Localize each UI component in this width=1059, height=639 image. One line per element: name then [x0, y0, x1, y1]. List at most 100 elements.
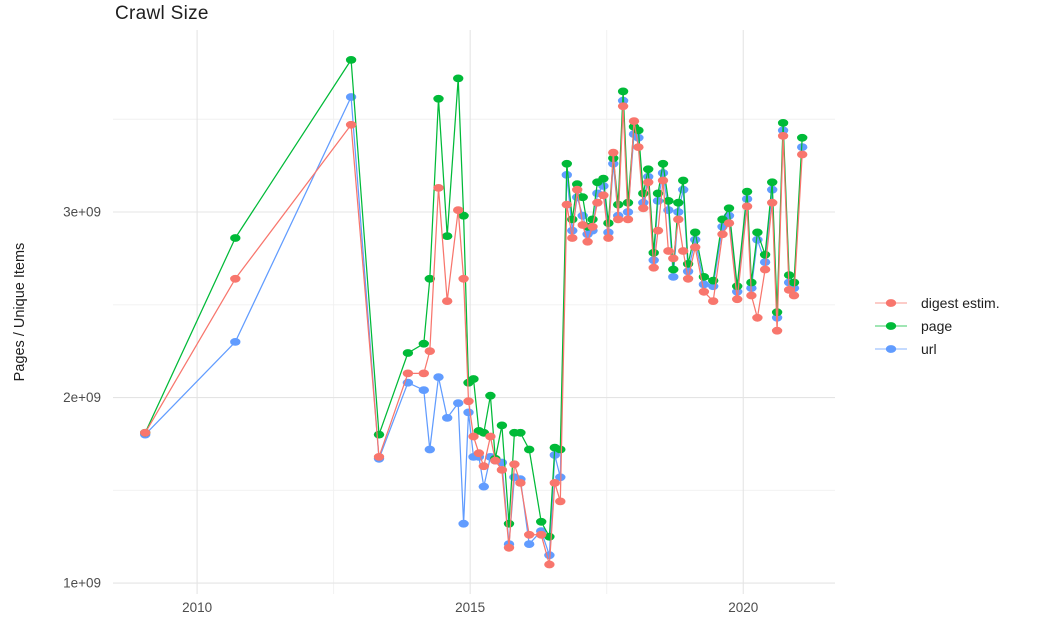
y-tick-label: 3e+09: [63, 205, 101, 220]
data-point-page: [657, 159, 669, 168]
data-point-url: [682, 267, 694, 276]
data-point-url: [698, 280, 710, 289]
data-point-digest-estim-: [633, 143, 644, 152]
data-point-page: [690, 228, 701, 237]
data-point-digest-estim-: [458, 274, 469, 283]
data-point-page: [732, 282, 743, 291]
data-point-digest-estim-: [582, 237, 593, 246]
data-point-digest-estim-: [668, 254, 679, 263]
legend-key-icon: [875, 298, 907, 307]
data-point-url: [668, 273, 679, 281]
data-point-digest-estim-: [485, 432, 496, 441]
data-point-page: [788, 278, 800, 287]
legend-label: page: [921, 317, 953, 334]
data-point-url: [345, 93, 357, 101]
data-point-page: [598, 174, 609, 183]
data-point-digest-estim-: [613, 215, 624, 224]
data-point-digest-estim-: [524, 530, 535, 539]
data-point-digest-estim-: [752, 313, 763, 322]
data-point-digest-estim-: [496, 466, 508, 474]
data-point-page: [723, 204, 735, 213]
x-tick-label: 2010: [182, 600, 212, 615]
data-point-page: [741, 187, 753, 196]
data-point-page: [673, 198, 684, 207]
data-point-digest-estim-: [723, 219, 735, 228]
data-point-page: [587, 215, 598, 224]
legend-item-digest-estim-: digest estim.: [872, 291, 1000, 314]
data-point-digest-estim-: [698, 287, 710, 296]
data-point-digest-estim-: [345, 120, 357, 129]
data-point-page: [617, 87, 629, 96]
data-point-url: [230, 338, 241, 346]
data-point-digest-estim-: [544, 560, 555, 569]
data-point-digest-estim-: [628, 117, 640, 125]
data-point-page: [524, 445, 535, 454]
data-point-digest-estim-: [598, 191, 609, 200]
series-line-digest-estim-: [144, 105, 803, 566]
data-point-digest-estim-: [788, 291, 800, 300]
data-point-digest-estim-: [717, 230, 728, 239]
data-point-digest-estim-: [617, 102, 629, 111]
data-point-page: [752, 228, 763, 237]
data-point-page: [668, 265, 679, 274]
data-point-page: [555, 445, 566, 454]
data-point-digest-estim-: [515, 479, 526, 487]
data-point-url: [524, 540, 535, 548]
data-point-digest-estim-: [230, 274, 241, 283]
data-point-page: [678, 176, 689, 185]
data-point-page: [613, 200, 624, 209]
data-point-page: [496, 421, 508, 430]
data-point-digest-estim-: [652, 226, 664, 235]
data-point-digest-estim-: [690, 243, 701, 252]
x-tick-label: 2015: [455, 600, 485, 615]
y-axis-title: Pages / Unique Items: [12, 242, 28, 382]
data-point-digest-estim-: [741, 202, 753, 211]
data-point-page: [453, 74, 464, 83]
legend-label: digest estim.: [921, 294, 1000, 311]
data-point-page: [577, 193, 588, 202]
data-point-digest-estim-: [592, 198, 603, 207]
data-point-page: [485, 391, 496, 400]
data-point-page: [515, 428, 526, 437]
data-point-page: [643, 165, 654, 174]
data-point-page: [572, 180, 583, 189]
data-point-url: [478, 482, 489, 491]
data-point-page: [345, 56, 357, 64]
data-point-page: [622, 198, 634, 207]
data-point-digest-estim-: [673, 215, 684, 224]
data-point-page: [652, 189, 664, 198]
data-point-digest-estim-: [402, 369, 414, 378]
data-point-digest-estim-: [678, 247, 689, 255]
data-point-page: [373, 430, 385, 439]
data-point-digest-estim-: [473, 449, 485, 458]
y-tick-label: 1e+09: [63, 576, 101, 591]
data-point-digest-estim-: [777, 132, 789, 140]
data-point-digest-estim-: [657, 176, 669, 185]
data-point-url: [453, 399, 464, 407]
x-tick-label: 2020: [728, 600, 758, 615]
data-point-page: [797, 133, 808, 142]
legend-item-page: page: [872, 314, 1000, 337]
data-point-page: [503, 519, 515, 528]
data-point-url: [433, 373, 444, 381]
data-point-digest-estim-: [503, 543, 515, 552]
data-point-digest-estim-: [648, 263, 659, 272]
data-point-digest-estim-: [373, 453, 385, 461]
data-point-digest-estim-: [490, 456, 501, 465]
data-point-url: [418, 386, 429, 394]
data-point-url: [690, 235, 701, 244]
series-line-page: [144, 59, 803, 538]
data-point-page: [767, 178, 778, 187]
data-point-url: [567, 226, 578, 235]
data-point-url: [463, 408, 474, 417]
data-point-digest-estim-: [797, 150, 808, 159]
data-point-digest-estim-: [638, 204, 649, 213]
y-tick-label: 2e+09: [63, 390, 101, 405]
data-point-digest-estim-: [587, 222, 598, 231]
data-point-page: [746, 278, 757, 287]
data-point-digest-estim-: [561, 200, 572, 209]
data-point-page: [402, 349, 414, 357]
data-point-digest-estim-: [509, 460, 520, 469]
